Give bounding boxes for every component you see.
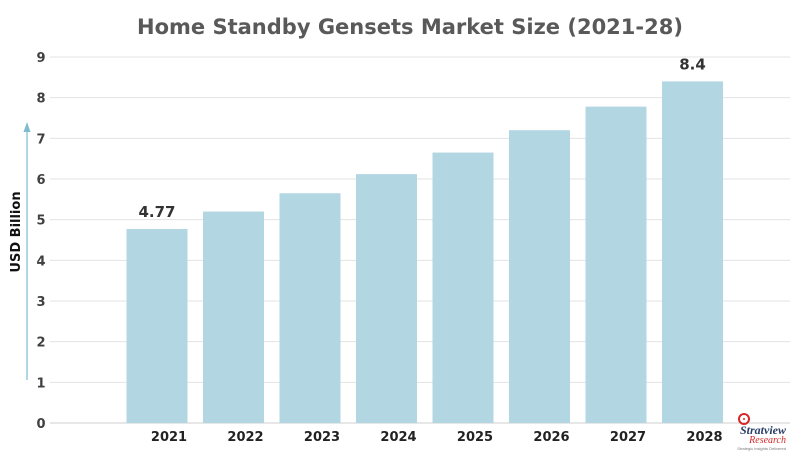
y-tick-label: 6 [36,173,45,188]
x-tick-label: 2025 [457,430,493,445]
x-tick-label: 2023 [304,430,340,445]
stratview-logo: Stratview Research Strategic Insights De… [710,413,790,453]
y-axis-label: USD Billion [9,191,24,272]
x-tick-label: 2022 [227,430,263,445]
data-label: 8.4 [679,55,706,73]
bar [279,193,341,423]
y-tick-label: 1 [36,376,45,391]
y-axis-arrow [23,122,31,380]
x-tick-label: 2027 [610,430,646,445]
y-tick-label: 5 [36,214,45,229]
x-tick-label: 2028 [686,430,722,445]
y-tick-label: 9 [36,51,45,66]
bar [509,130,570,423]
x-tick-label: 2026 [533,430,569,445]
y-tick-label: 7 [36,132,45,147]
x-tick-label: 2021 [151,430,187,445]
data-label: 4.77 [138,203,175,221]
logo-tagline: Strategic Insights Delivered [737,446,786,451]
bar [585,106,647,423]
bar [356,174,417,423]
y-tick-label: 0 [36,417,45,432]
logo-subtitle: Research [749,435,786,446]
chart-title: Home Standby Gensets Market Size (2021-2… [137,15,683,39]
bar [432,152,494,424]
y-tick-label: 8 [36,92,45,107]
data-labels: 4.77 8.4 [138,55,705,221]
y-tick-label: 3 [36,295,45,310]
bar [662,81,723,424]
target-icon [738,413,750,425]
bars [126,81,723,424]
logo-brand: Stratview [739,423,786,437]
x-tick-label: 2024 [380,430,416,445]
y-tick-label: 4 [36,254,45,269]
bar [126,229,188,423]
y-tick-label: 2 [36,336,45,351]
bar [203,211,264,423]
x-axis-ticks: 2021 2022 2023 2024 2025 2026 2027 2028 [151,430,723,445]
y-axis-ticks: 0 1 2 3 4 5 6 7 8 9 [36,51,45,432]
arrow-up-icon [23,122,31,132]
